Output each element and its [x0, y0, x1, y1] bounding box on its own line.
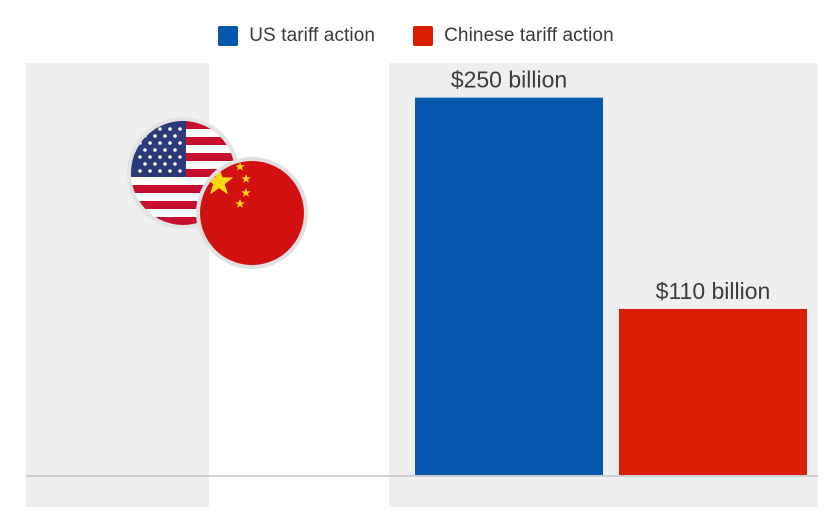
data-label-china: $110 billion	[656, 278, 771, 304]
legend-label-china: Chinese tariff action	[444, 25, 614, 46]
china-flag-icon	[196, 157, 308, 269]
flags-illustration	[127, 117, 308, 269]
legend-label-us: US tariff action	[249, 25, 376, 46]
legend: US tariff action Chinese tariff action	[0, 21, 832, 51]
bar-us	[415, 97, 603, 475]
data-label-us: $250 billion	[451, 67, 567, 93]
legend-item-us: US tariff action	[218, 25, 375, 47]
bars-layer: $250 billion $110 billion	[415, 67, 807, 475]
legend-swatch-us	[218, 26, 239, 46]
legend-swatch-china	[413, 26, 434, 46]
legend-item-china: Chinese tariff action	[413, 25, 614, 47]
bar-china	[619, 308, 807, 475]
